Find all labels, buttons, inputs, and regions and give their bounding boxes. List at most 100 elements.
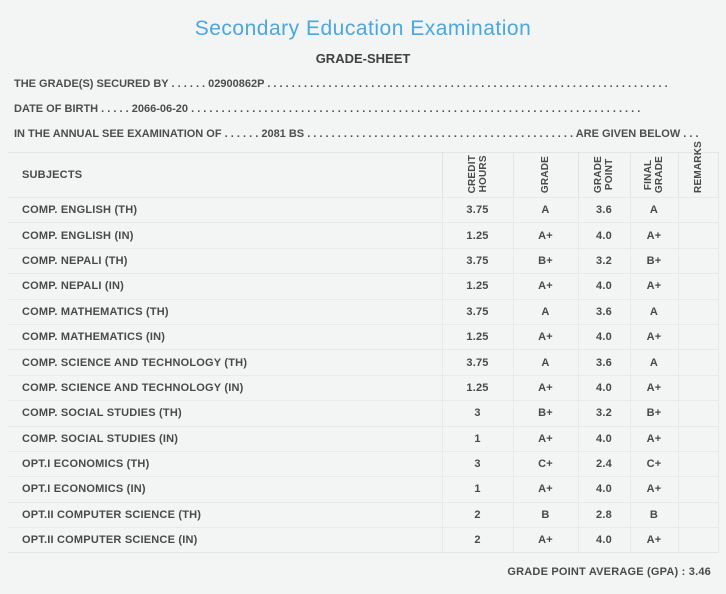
credit-hours-value: 1.25 <box>441 222 513 249</box>
table-row: COMP. ENGLISH (TH) 3.75 A 3.6 A <box>8 196 719 223</box>
secured-by-trail-dots: . . . . . . . . . . . . . . . . . . . . … <box>264 78 668 90</box>
subject-name: COMP. SOCIAL STUDIES (IN) <box>8 425 442 452</box>
are-given-below-text: ARE GIVEN BELOW . . . <box>575 128 699 140</box>
remarks-value <box>677 476 719 503</box>
grade-value: A+ <box>512 323 578 350</box>
grades-table-header: SUBJECTS CREDIT HOURS GRADE GRADE POINT … <box>8 141 719 198</box>
remarks-rotated-label: REMARKS <box>692 141 704 193</box>
grade-sheet-subtitle: GRADE-SHEET <box>315 51 411 66</box>
table-row: OPT.I ECONOMICS (IN) 1 A+ 4.0 A+ <box>8 476 719 503</box>
subject-name: OPT.I ECONOMICS (IN) <box>8 476 442 503</box>
final-grade-value: A+ <box>629 323 678 350</box>
table-row: COMP. NEPALI (IN) 1.25 A+ 4.0 A+ <box>8 273 719 300</box>
column-header-subjects: SUBJECTS <box>22 169 83 181</box>
grade-point-value: 2.4 <box>577 450 630 477</box>
remarks-value <box>677 196 719 223</box>
table-row: OPT.II COMPUTER SCIENCE (TH) 2 B 2.8 B <box>8 501 719 528</box>
remarks-value <box>677 501 719 528</box>
grade-point-value: 4.0 <box>577 273 630 300</box>
remarks-value <box>677 374 719 401</box>
grade-point-value: 4.0 <box>577 323 630 350</box>
grade-value: B+ <box>512 247 578 274</box>
table-row: OPT.I ECONOMICS (TH) 3 C+ 2.4 C+ <box>8 450 719 477</box>
grade-point-value: 3.6 <box>577 349 630 376</box>
subject-name: COMP. SCIENCE AND TECHNOLOGY (TH) <box>8 349 442 376</box>
grade-point-value: 3.6 <box>577 196 630 223</box>
final-grade-value: A+ <box>629 374 678 401</box>
gpa-summary: GRADE POINT AVERAGE (GPA) : 3.46 <box>507 566 711 579</box>
final-grade-value: B+ <box>629 247 678 274</box>
grade-value: A+ <box>512 273 578 300</box>
secured-by-leader-dots: . . . . . . <box>168 78 209 90</box>
credit-hours-value: 3 <box>441 400 513 427</box>
credit-hours-value: 1.25 <box>441 374 513 401</box>
grade-point-value: 4.0 <box>577 527 630 553</box>
final-grade-value: B+ <box>629 400 678 427</box>
grade-point-value: 3.2 <box>577 247 630 274</box>
table-row: COMP. SCIENCE AND TECHNOLOGY (IN) 1.25 A… <box>8 374 719 401</box>
examination-of-trail-dots: . . . . . . . . . . . . . . . . . . . . … <box>304 128 576 140</box>
student-symbol-number: 02900862P <box>208 78 265 90</box>
info-line-secured-by: THE GRADE(S) SECURED BY . . . . . . 0290… <box>0 72 726 97</box>
grade-value: A+ <box>512 374 578 401</box>
final-grade-value: A+ <box>629 527 678 553</box>
column-header-grade: GRADE <box>512 152 578 198</box>
credit-hours-value: 2 <box>441 501 513 528</box>
subject-name: COMP. MATHEMATICS (IN) <box>8 323 442 350</box>
table-row: COMP. SCIENCE AND TECHNOLOGY (TH) 3.75 A… <box>8 349 719 376</box>
grade-value: C+ <box>512 450 578 477</box>
header-row: SUBJECTS CREDIT HOURS GRADE GRADE POINT … <box>8 141 719 198</box>
grade-value: A+ <box>512 222 578 249</box>
subject-name: COMP. SCIENCE AND TECHNOLOGY (IN) <box>8 374 442 401</box>
examination-of-leader-dots: . . . . . . <box>221 128 262 140</box>
subject-name: OPT.II COMPUTER SCIENCE (TH) <box>8 501 442 528</box>
final-grade-rotated-label: FINAL GRADE <box>643 155 665 193</box>
date-of-birth-label: DATE OF BIRTH <box>14 103 99 115</box>
final-grade-value: A <box>629 196 678 223</box>
grade-point-value: 4.0 <box>577 374 630 401</box>
column-header-grade-point: GRADE POINT <box>577 152 630 198</box>
column-header-credit-hours: CREDIT HOURS <box>441 152 513 198</box>
grade-point-value: 4.0 <box>577 476 630 503</box>
credit-hours-value: 1 <box>441 425 513 452</box>
grade-value: A <box>512 196 578 223</box>
examination-of-label: IN THE ANNUAL SEE EXAMINATION OF <box>14 128 222 140</box>
secured-by-label: THE GRADE(S) SECURED BY <box>14 78 169 90</box>
credit-hours-value: 2 <box>441 527 513 553</box>
credit-hours-value: 3.75 <box>441 349 513 376</box>
remarks-value <box>677 349 719 376</box>
grade-point-value: 3.2 <box>577 400 630 427</box>
remarks-value <box>677 247 719 274</box>
subject-name: OPT.II COMPUTER SCIENCE (IN) <box>8 527 442 553</box>
final-grade-value: A+ <box>629 425 678 452</box>
table-row: OPT.II COMPUTER SCIENCE (IN) 2 A+ 4.0 A+ <box>8 527 719 553</box>
page-title: Secondary Education Examination <box>194 17 532 40</box>
remarks-value <box>677 298 719 325</box>
final-grade-value: A+ <box>629 476 678 503</box>
credit-hours-value: 3.75 <box>441 196 513 223</box>
column-header-final-grade: FINAL GRADE <box>629 152 678 198</box>
remarks-value <box>677 323 719 350</box>
date-of-birth-trail-dots: . . . . . . . . . . . . . . . . . . . . … <box>188 103 641 115</box>
subject-name: COMP. MATHEMATICS (TH) <box>8 298 442 325</box>
grade-value: A <box>512 349 578 376</box>
grade-point-value: 2.8 <box>577 501 630 528</box>
info-line-examination-of: IN THE ANNUAL SEE EXAMINATION OF . . . .… <box>0 122 726 147</box>
credit-hours-value: 3.75 <box>441 298 513 325</box>
examination-year-value: 2081 BS <box>261 128 305 140</box>
final-grade-value: A+ <box>629 222 678 249</box>
grades-table-body: COMP. ENGLISH (TH) 3.75 A 3.6 A COMP. EN… <box>8 196 719 553</box>
grade-value: A+ <box>512 527 578 553</box>
grade-value: B <box>512 501 578 528</box>
table-row: COMP. MATHEMATICS (IN) 1.25 A+ 4.0 A+ <box>8 323 719 350</box>
subject-name: OPT.I ECONOMICS (TH) <box>8 450 442 477</box>
info-line-date-of-birth: DATE OF BIRTH . . . . . 2066-06-20 . . .… <box>0 97 726 122</box>
grade-point-value: 4.0 <box>577 222 630 249</box>
student-info-section: THE GRADE(S) SECURED BY . . . . . . 0290… <box>0 72 726 147</box>
grade-point-rotated-label: GRADE POINT <box>593 155 615 193</box>
grade-point-value: 4.0 <box>577 425 630 452</box>
credit-hours-value: 1.25 <box>441 273 513 300</box>
column-header-remarks: REMARKS <box>677 141 719 198</box>
grade-rotated-label: GRADE <box>540 155 551 193</box>
